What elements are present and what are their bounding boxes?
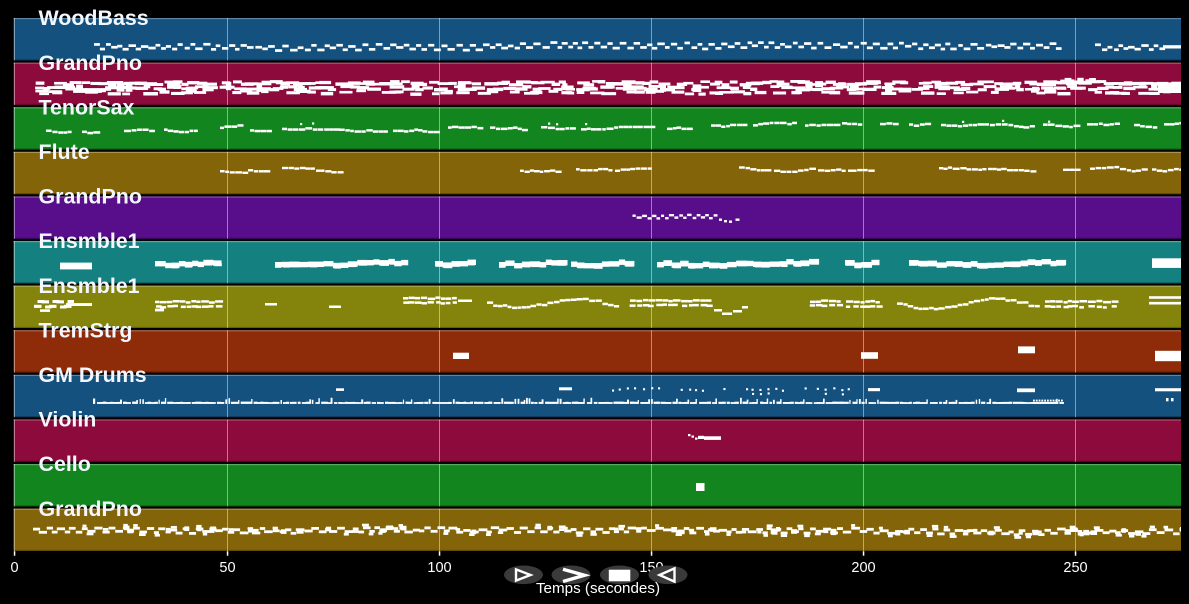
svg-text:Temps (secondes): Temps (secondes) <box>536 580 660 597</box>
svg-text:50: 50 <box>219 560 235 576</box>
svg-text:Ensmble1: Ensmble1 <box>39 274 140 298</box>
svg-text:200: 200 <box>851 560 875 576</box>
svg-text:Flute: Flute <box>39 140 90 164</box>
svg-text:250: 250 <box>1063 560 1087 576</box>
svg-text:GrandPno: GrandPno <box>39 185 142 209</box>
svg-text:Ensmble1: Ensmble1 <box>39 229 140 253</box>
svg-text:0: 0 <box>10 560 18 576</box>
svg-text:GrandPno: GrandPno <box>39 497 142 521</box>
svg-text:WoodBass: WoodBass <box>39 6 149 30</box>
svg-text:TenorSax: TenorSax <box>39 95 135 119</box>
svg-text:GrandPno: GrandPno <box>39 51 142 75</box>
svg-text:100: 100 <box>427 560 451 576</box>
svg-text:TremStrg: TremStrg <box>39 318 133 342</box>
svg-text:Cello: Cello <box>39 452 91 476</box>
svg-text:GM Drums: GM Drums <box>39 363 147 387</box>
svg-text:Violin: Violin <box>39 408 97 432</box>
